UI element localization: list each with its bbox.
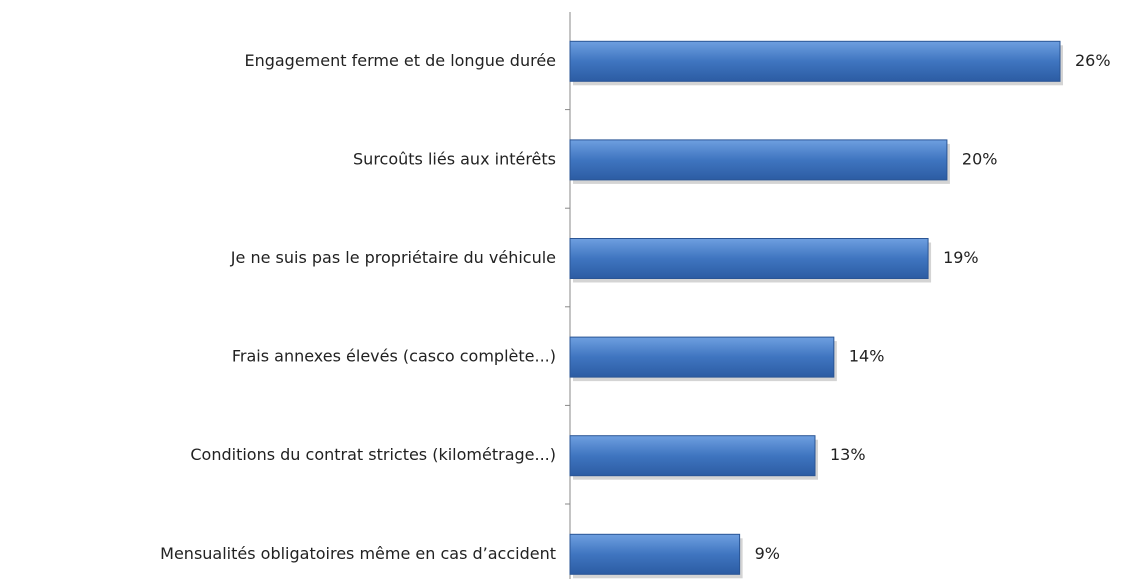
value-label: 9% xyxy=(755,544,780,563)
category-label: Je ne suis pas le propriétaire du véhicu… xyxy=(230,248,556,267)
bar xyxy=(569,533,741,575)
category-label: Surcoûts liés aux intérêts xyxy=(353,149,556,168)
value-label: 20% xyxy=(962,149,998,168)
bar xyxy=(569,40,1061,82)
category-label: Frais annexes élevés (casco complète...) xyxy=(232,347,556,366)
bar xyxy=(569,238,929,279)
value-label: 19% xyxy=(943,248,979,267)
value-label: 13% xyxy=(830,445,866,464)
category-label: Conditions du contrat strictes (kilométr… xyxy=(190,445,556,464)
bar xyxy=(569,139,948,181)
category-label: Mensualités obligatoires même en cas d’a… xyxy=(160,544,556,563)
value-label: 26% xyxy=(1075,51,1111,70)
bar xyxy=(569,336,835,378)
category-label: Engagement ferme et de longue durée xyxy=(244,51,556,70)
value-label: 14% xyxy=(849,347,885,366)
bar xyxy=(569,435,816,477)
